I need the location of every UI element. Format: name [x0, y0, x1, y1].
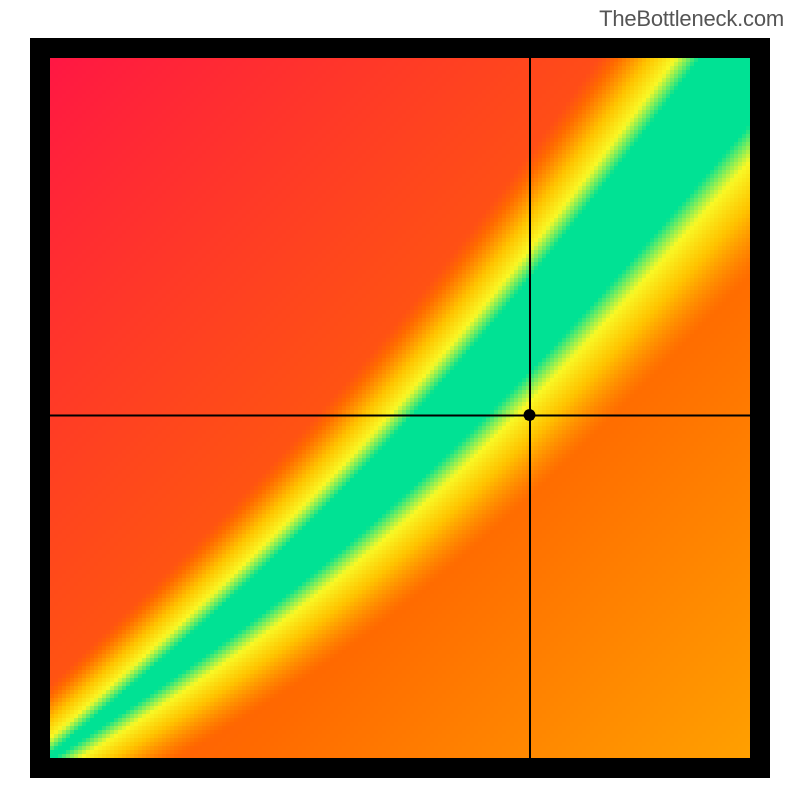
- heatmap-canvas: [30, 38, 770, 778]
- chart-container: TheBottleneck.com: [0, 0, 800, 800]
- watermark-text: TheBottleneck.com: [599, 6, 784, 32]
- plot-area: [30, 38, 770, 778]
